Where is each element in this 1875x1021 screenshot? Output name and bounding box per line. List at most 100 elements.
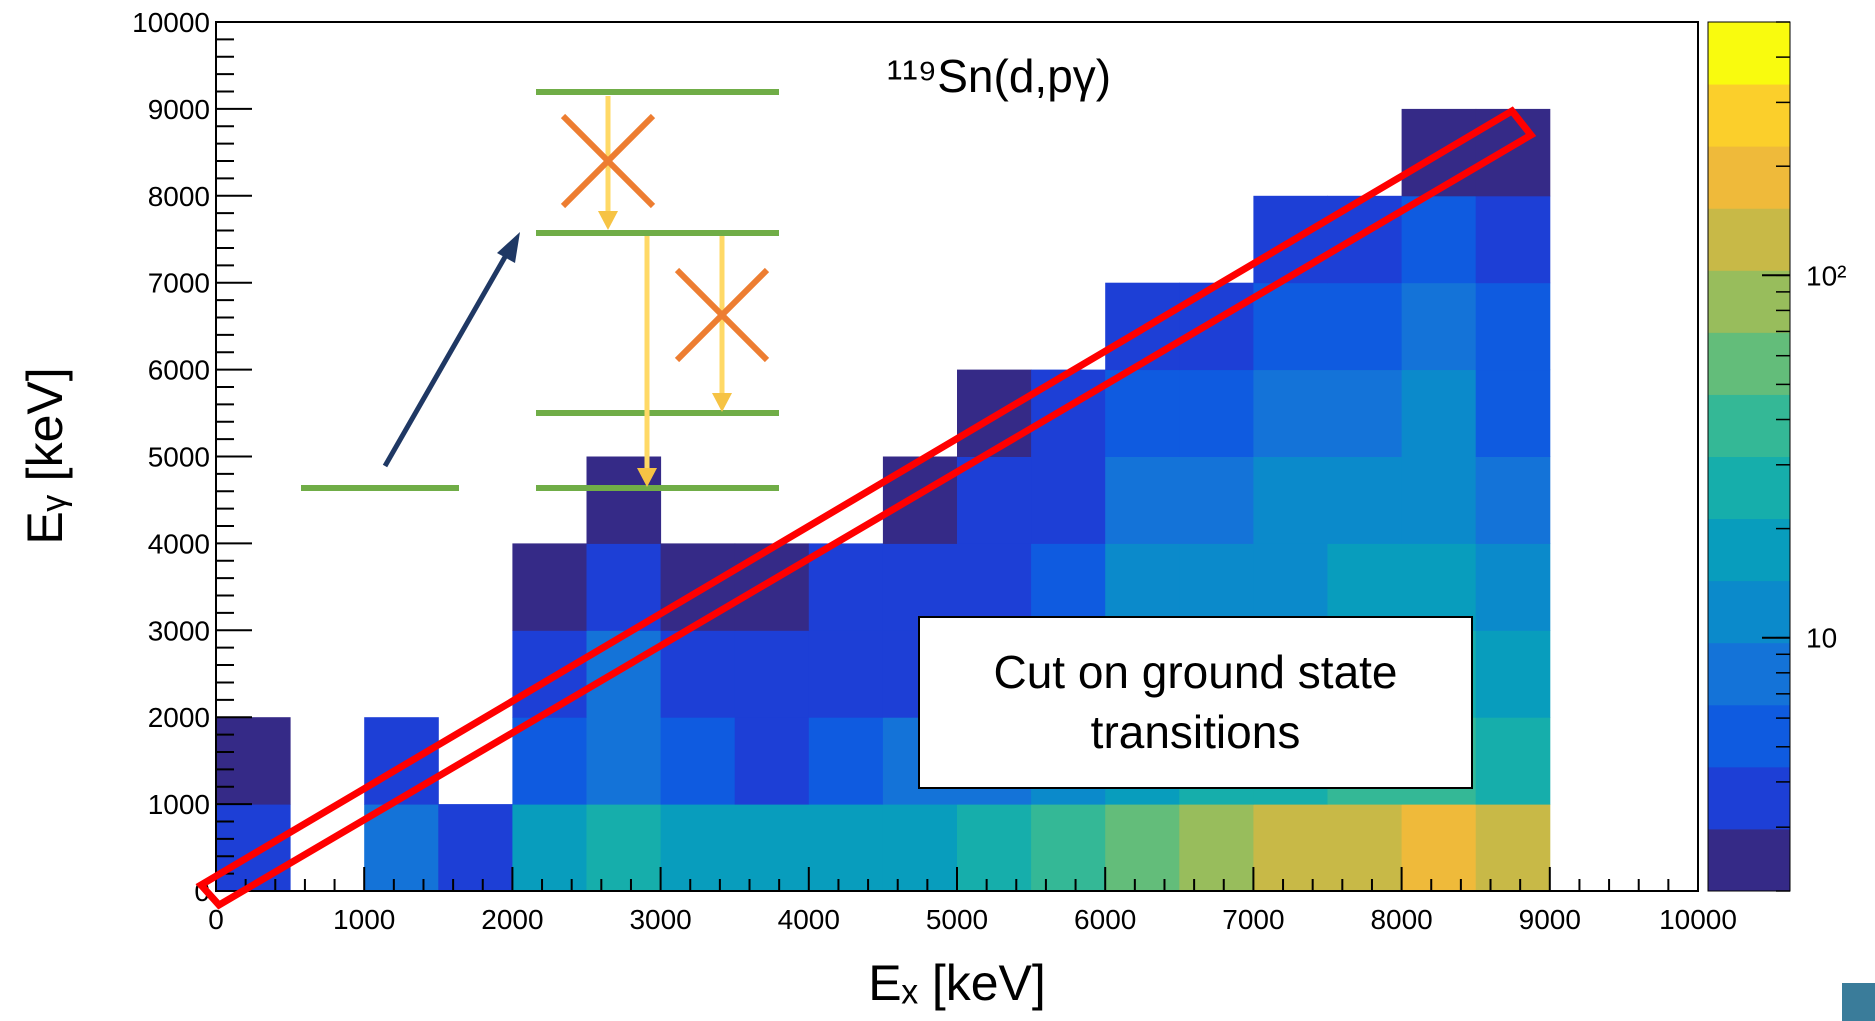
heatmap-cell — [1253, 22, 1328, 109]
heatmap-cell — [586, 543, 662, 631]
heatmap-cell — [216, 804, 291, 892]
heatmap-cell — [512, 109, 587, 196]
heatmap-cell — [1179, 804, 1254, 892]
heatmap-cell — [882, 456, 958, 544]
heatmap-cell — [957, 196, 1032, 283]
heatmap-cell — [1475, 717, 1551, 805]
x-tick-label: 0 — [208, 904, 224, 935]
heatmap-cell — [290, 543, 365, 630]
heatmap-cell — [216, 717, 291, 805]
heatmap-cell — [1624, 543, 1699, 630]
heatmap-cell — [1550, 22, 1625, 109]
heatmap-cell — [216, 630, 291, 717]
x-tick-label: 3000 — [629, 904, 691, 935]
heatmap-cell — [1179, 109, 1254, 196]
y-tick-label: 5000 — [148, 442, 210, 473]
heatmap-cell — [1550, 804, 1625, 891]
annotation: Cut on ground state transitions — [918, 616, 1473, 789]
colorbar-band — [1708, 146, 1790, 209]
colorbar-band — [1708, 270, 1790, 333]
colorbar-band — [1708, 22, 1790, 85]
colorbar-tick-label: 10 — [1806, 623, 1837, 654]
x-tick-label: 10000 — [1659, 904, 1737, 935]
heatmap-cell — [1401, 282, 1477, 371]
heatmap-cell — [1253, 109, 1328, 196]
heatmap-cell — [586, 804, 662, 892]
heatmap-cell — [1031, 369, 1106, 457]
heatmap-cell — [364, 196, 439, 283]
colorbar: 10 10² — [1707, 21, 1846, 892]
heatmap-cell — [512, 543, 587, 631]
heatmap-cell — [364, 22, 439, 109]
heatmap-cell — [1253, 804, 1328, 892]
heatmap-cell — [290, 370, 365, 457]
arrow — [382, 248, 512, 468]
heatmap-cell — [808, 630, 884, 718]
heatmap-cell — [512, 196, 587, 283]
y-tick-label: 1000 — [148, 789, 210, 820]
heatmap-cell — [1327, 369, 1403, 457]
axes: 0 1000 2000 3000 4000 5000 6000 7000 8000 9000 100… — [132, 7, 1737, 935]
heatmap-cell — [438, 109, 513, 196]
heatmap-cell — [364, 717, 439, 805]
heatmap-cell — [1550, 717, 1625, 804]
heatmap-cell — [587, 22, 662, 109]
heatmap-cell — [1550, 457, 1625, 544]
heatmap-cell — [1105, 22, 1180, 109]
heatmap-cell — [1475, 195, 1551, 284]
heatmap-cell — [957, 804, 1032, 892]
heatmap-cell — [809, 196, 884, 283]
heatmap-cell — [1031, 804, 1106, 892]
heatmap-cell — [438, 196, 513, 283]
heatmap-cell — [1624, 457, 1699, 544]
heatmap-cell — [1031, 196, 1106, 283]
heatmap-cell — [1475, 456, 1551, 544]
y-tick-label: 7000 — [148, 268, 210, 299]
heatmap-cell — [1105, 804, 1180, 892]
heatmap-cell — [1105, 456, 1180, 544]
heatmap-cell — [587, 283, 662, 370]
x-tick-label: 7000 — [1222, 904, 1284, 935]
heatmap-cell — [216, 457, 291, 544]
heatmap-cell — [1475, 369, 1551, 457]
heatmap-cell — [1401, 456, 1477, 544]
heatmap-cell — [290, 283, 365, 370]
heatmap-cell — [660, 804, 736, 892]
heatmap-cell — [734, 630, 810, 718]
colorbar-band — [1708, 208, 1790, 271]
chart-title: ¹¹⁹Sn(d,pγ) — [887, 50, 1111, 102]
heatmap-cell — [512, 804, 587, 892]
heatmap-cell — [1179, 369, 1254, 457]
heatmap-cell — [1624, 804, 1699, 891]
heatmap-cell — [1476, 22, 1551, 109]
y-tick-label: 2000 — [148, 702, 210, 733]
heatmap-cell — [735, 283, 810, 370]
heatmap-cell — [364, 370, 439, 457]
cut-region — [195, 106, 1537, 910]
heatmap-cell — [808, 804, 884, 892]
heatmap-cell — [364, 630, 439, 717]
heatmap-cell — [1402, 22, 1477, 109]
heatmap-cell — [216, 109, 291, 196]
heatmap-cell — [809, 109, 884, 196]
heatmap-cell — [364, 804, 439, 892]
colorbar-band — [1708, 642, 1790, 706]
heatmap-cell — [661, 457, 736, 544]
heatmap-cell — [660, 630, 736, 718]
colorbar-band — [1708, 828, 1790, 892]
heatmap-cell — [290, 109, 365, 196]
heatmap-cell — [809, 283, 884, 370]
arrow-head — [712, 393, 732, 412]
y-tick-label: 4000 — [148, 528, 210, 559]
heatmap-cell — [438, 717, 513, 804]
colorbar-band — [1708, 766, 1790, 830]
heatmap-cell — [290, 804, 365, 891]
heatmap-cell — [660, 543, 736, 631]
heatmap-cell — [1401, 369, 1477, 457]
colorbar-band — [1708, 84, 1790, 147]
heatmap-cell — [216, 22, 291, 109]
level-scheme — [301, 89, 779, 491]
heatmap-cell — [1327, 282, 1403, 371]
heatmap-cell — [438, 804, 513, 892]
